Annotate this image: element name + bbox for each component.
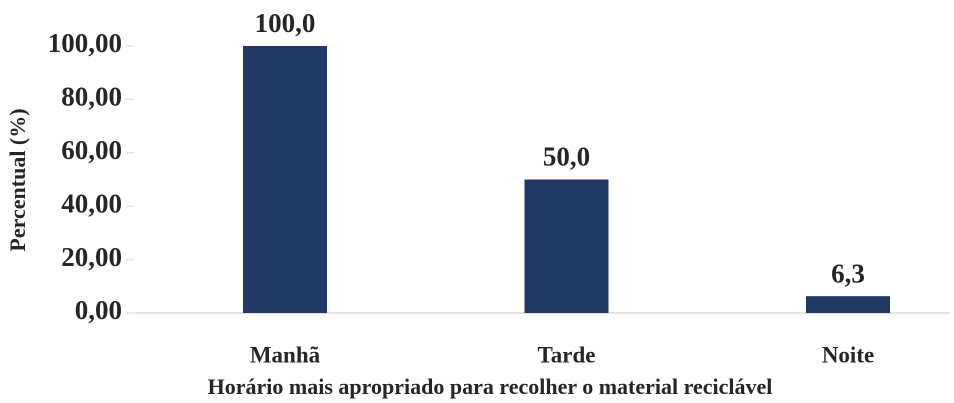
x-axis-title: Horário mais apropriado para recolher o … [208,374,773,399]
bar [243,46,327,313]
x-tick-label: Manhã [250,342,321,367]
y-tick-label: 60,00 [61,135,122,165]
y-tick-label: 20,00 [61,242,122,272]
value-label: 100,0 [255,8,316,38]
y-tick-label: 100,00 [48,28,122,58]
y-tick-label: 80,00 [61,82,122,112]
x-tick-label: Tarde [538,342,596,367]
y-axis-title: Percentual (%) [5,108,30,251]
value-label: 6,3 [831,258,865,288]
y-tick-label: 0,00 [75,295,122,325]
x-tick-label: Noite [822,342,874,367]
y-tick-label: 40,00 [61,188,122,218]
bar [524,179,609,313]
value-label: 50,0 [543,142,590,172]
bar [806,296,890,313]
